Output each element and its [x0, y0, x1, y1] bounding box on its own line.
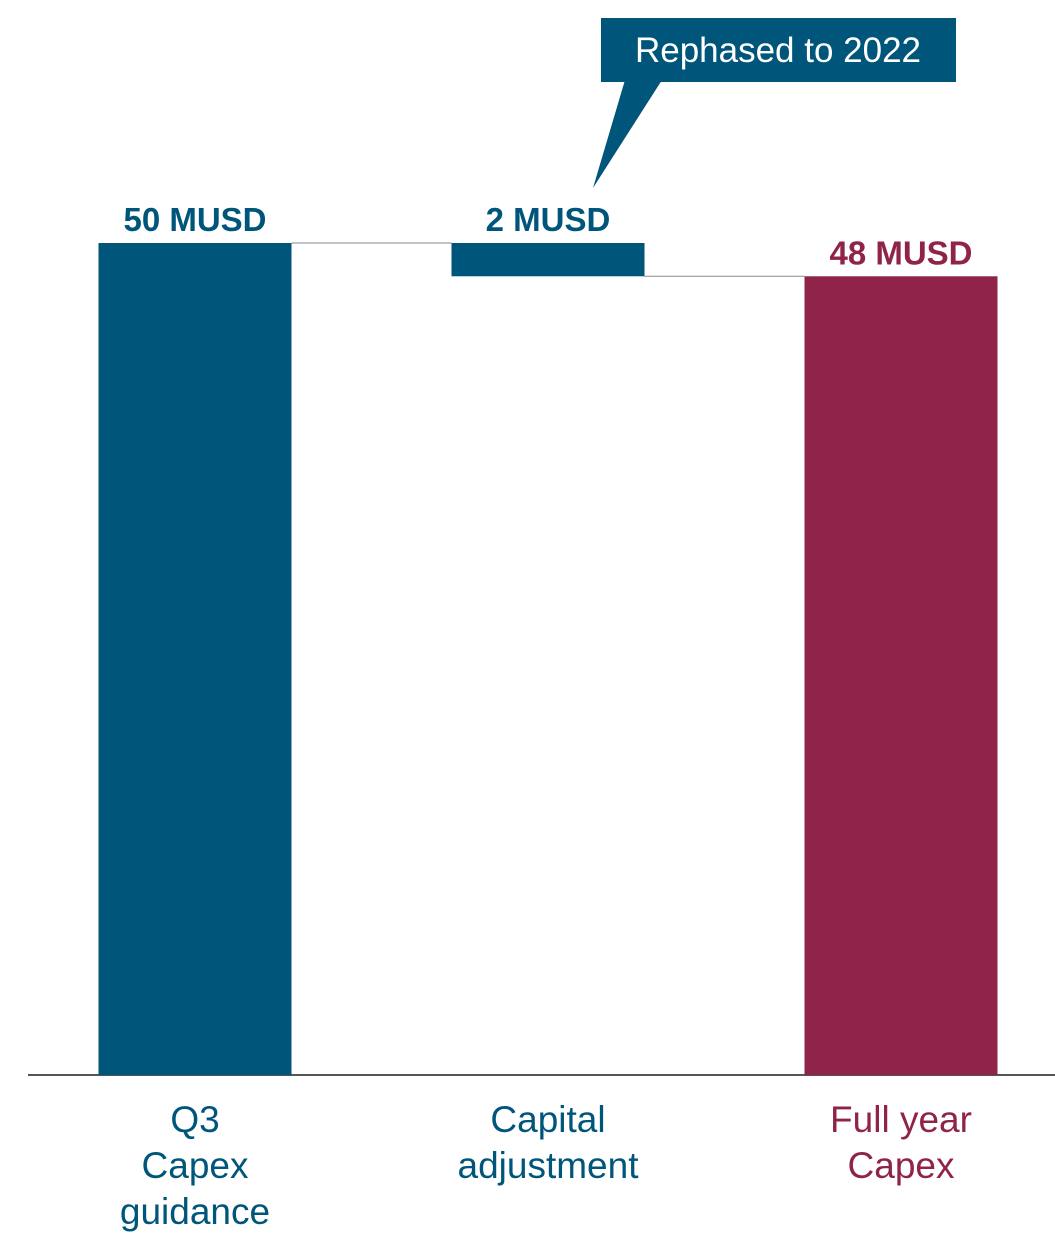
- value-label: 2 MUSD: [486, 201, 611, 238]
- x-tick-label: Capital adjustment: [458, 1099, 640, 1186]
- x-tick-label: Q3 Capex guidance: [120, 1099, 270, 1232]
- x-tick-label-line: guidance: [120, 1191, 270, 1232]
- callout-pointer: [593, 80, 662, 188]
- annotation: Rephased to 2022: [635, 31, 921, 70]
- callout-box: [601, 18, 956, 82]
- x-tick-label-line: Capital: [490, 1099, 605, 1140]
- value-label: 50 MUSD: [123, 201, 266, 238]
- x-tick-label: Full year Capex: [830, 1099, 972, 1186]
- x-tick-label-line: Q3: [170, 1099, 219, 1140]
- bar: [451, 243, 645, 277]
- x-tick-label-line: Full year: [830, 1099, 972, 1140]
- x-tick-label-line: Capex: [848, 1145, 955, 1186]
- x-tick-label-line: adjustment: [458, 1145, 640, 1186]
- x-tick-label-line: Capex: [142, 1145, 249, 1186]
- value-label: 48 MUSD: [829, 234, 972, 271]
- bar: [98, 243, 292, 1075]
- bar: [804, 276, 998, 1075]
